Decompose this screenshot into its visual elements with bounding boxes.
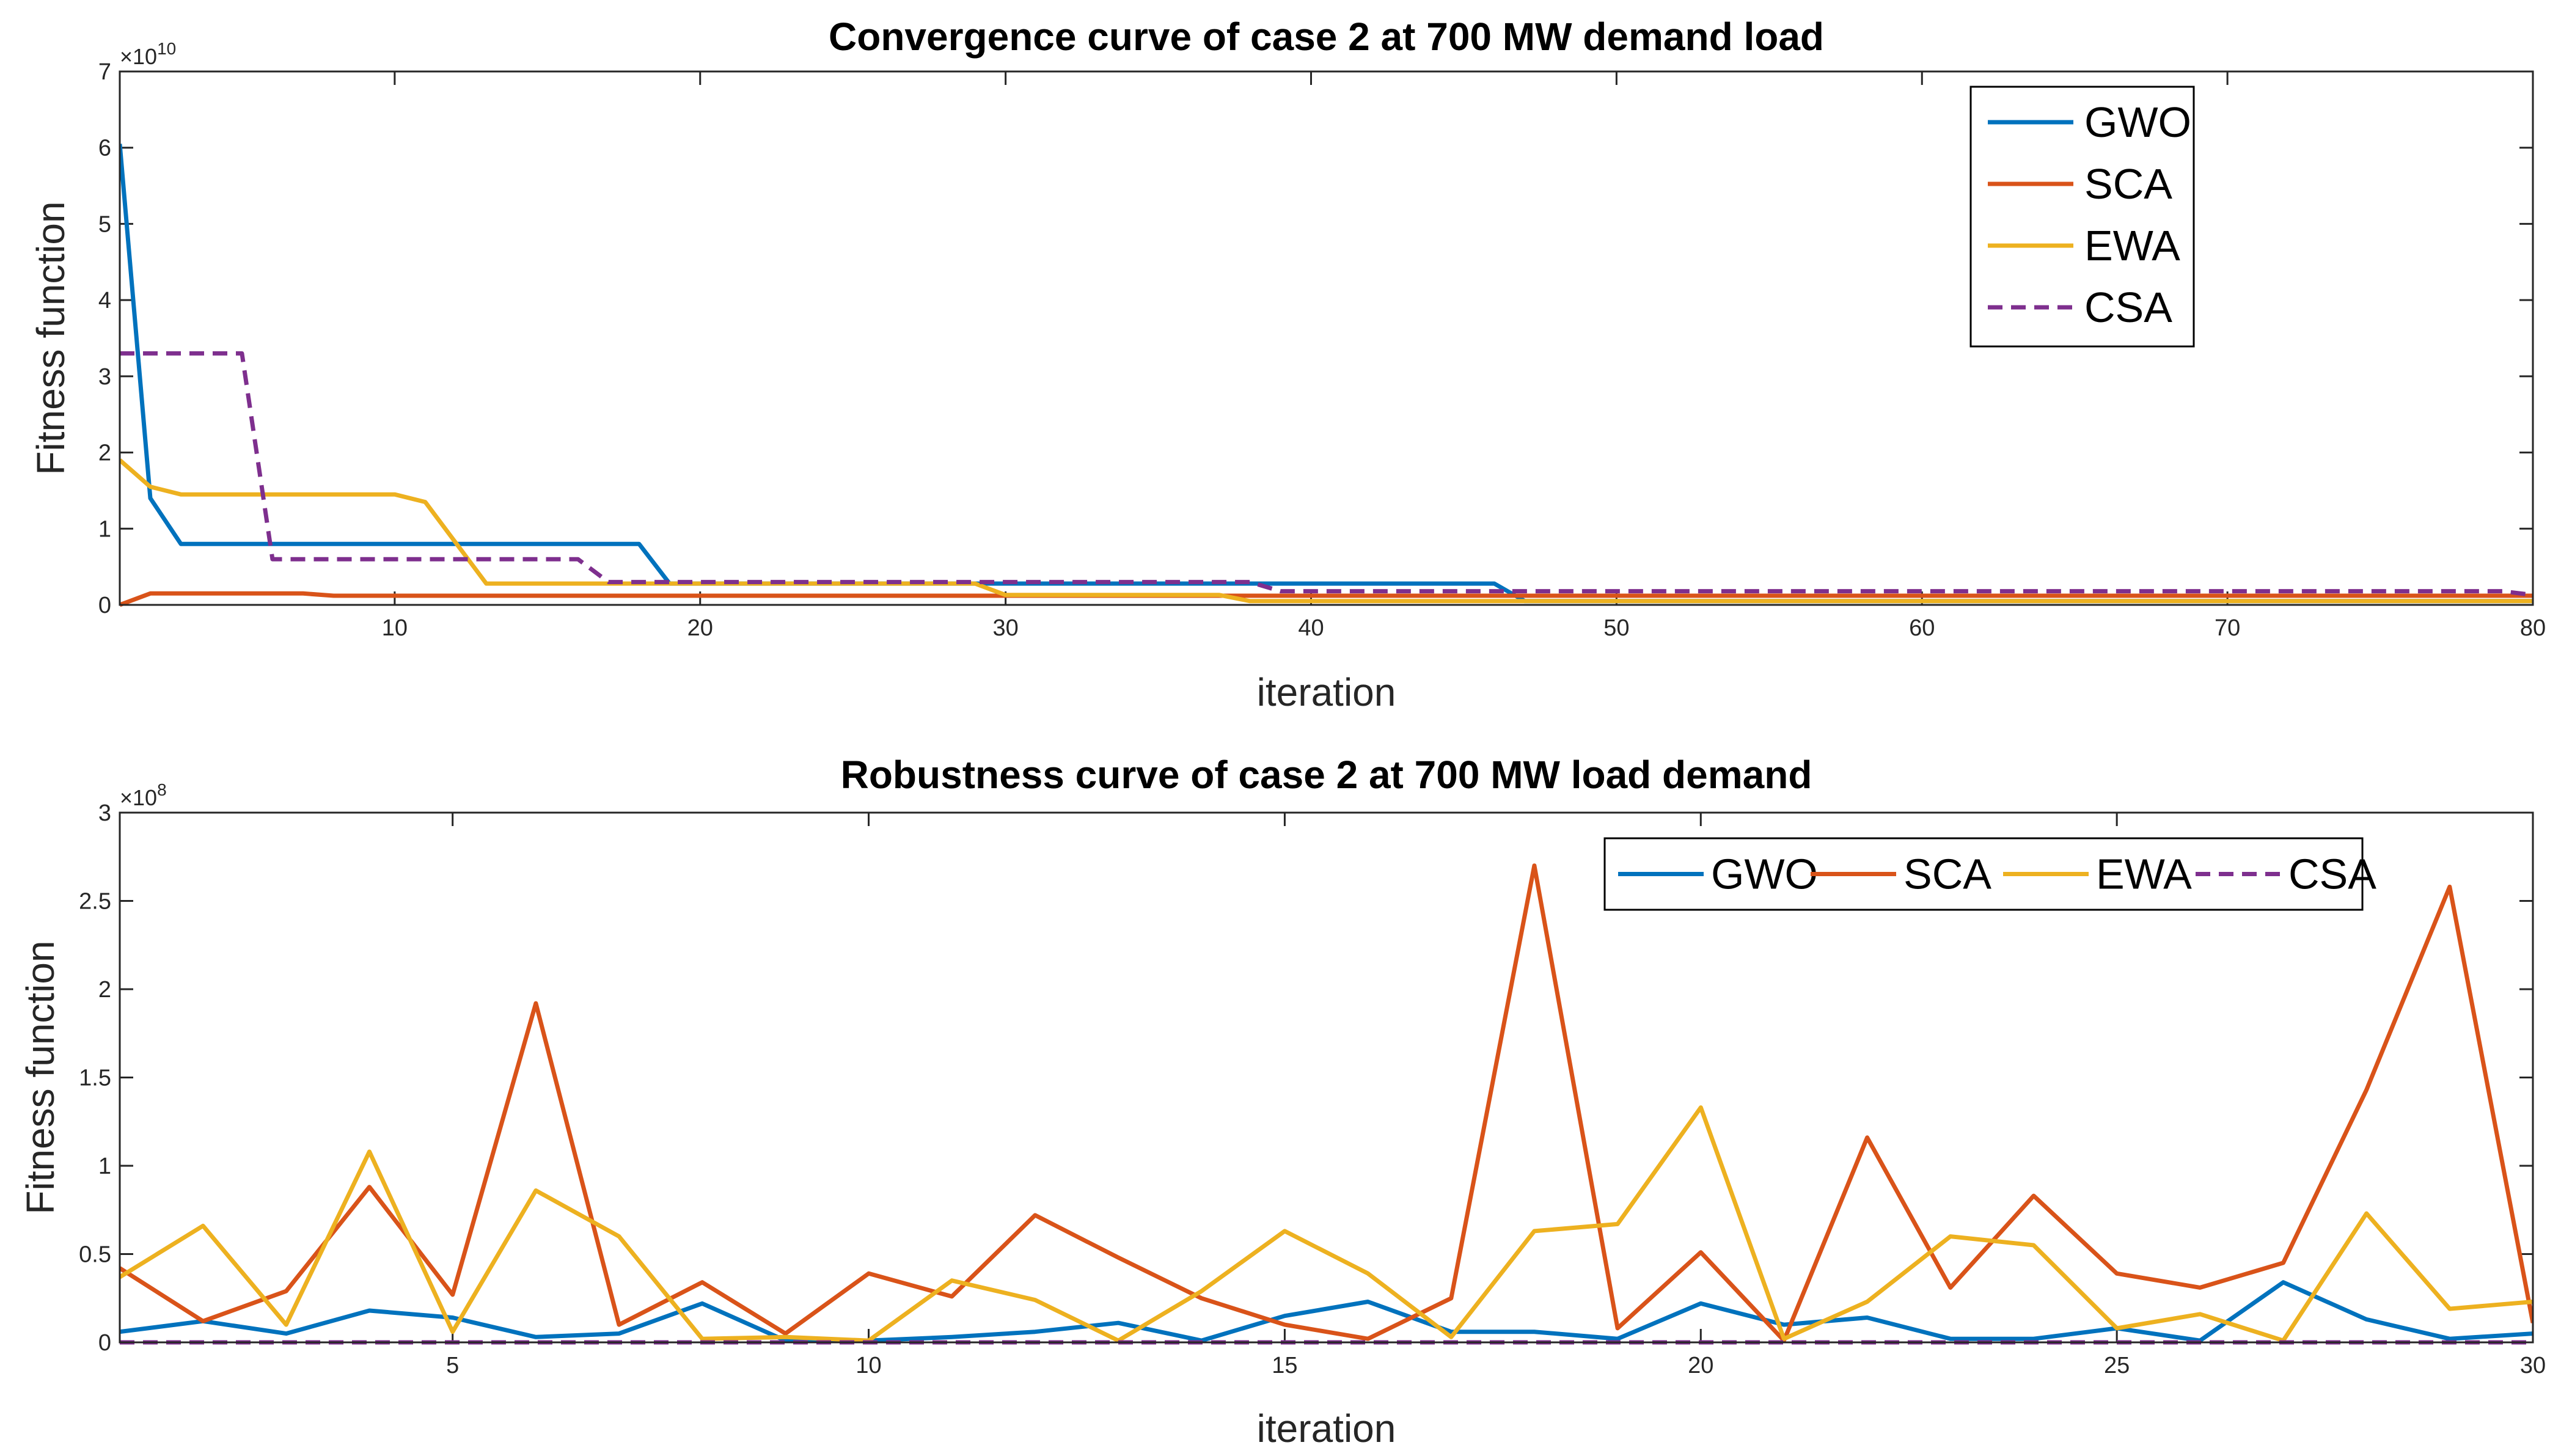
x-tick-label: 5 [446, 1353, 459, 1378]
y-exponent-power: 10 [157, 39, 176, 58]
x-tick-label: 15 [1272, 1353, 1297, 1378]
y-tick-label: 1 [98, 516, 111, 542]
series-line-gwo [120, 1280, 2533, 1343]
y-tick-label: 0 [98, 593, 111, 618]
x-tick-label: 30 [2520, 1353, 2546, 1378]
series-line-sca [120, 863, 2533, 1343]
y-tick-label: 0.5 [79, 1242, 111, 1268]
x-axis-label: iteration [1257, 1407, 1396, 1451]
legend-label-csa: CSA [2084, 284, 2172, 331]
legend-box [1969, 86, 2195, 348]
x-tick-label: 80 [2520, 615, 2546, 641]
y-tick-label: 2.5 [79, 889, 111, 915]
y-tick-label: 3 [98, 364, 111, 390]
y-tick-label: 2 [98, 977, 111, 1003]
y-tick-label: 3 [98, 800, 111, 826]
y-exponent-label: ×1010 [120, 39, 176, 69]
chart-title: Robustness curve of case 2 at 700 MW loa… [841, 753, 1812, 797]
y-tick-label: 1.5 [79, 1066, 111, 1091]
legend: GWO SCA EWA CSA [1603, 837, 2376, 911]
y-tick-label: 4 [98, 288, 111, 313]
y-tick-label: 5 [98, 211, 111, 237]
y-exponent-prefix: ×10 [120, 785, 157, 810]
legend-label-sca: SCA [2084, 160, 2172, 208]
legend-label-csa: CSA [2288, 851, 2376, 898]
axes-box [119, 70, 2534, 606]
series-group [120, 144, 2533, 607]
y-tick-label: 2 [98, 441, 111, 466]
y-exponent-prefix: ×10 [120, 44, 157, 69]
chart-1: Convergence curve of case 2 at 700 MW de… [29, 15, 2546, 714]
legend-box [1603, 837, 2364, 911]
x-tick-label: 30 [992, 615, 1018, 641]
x-tick-label: 40 [1298, 615, 1324, 641]
series-line-ewa [120, 1105, 2533, 1343]
x-tick-label: 50 [1603, 615, 1629, 641]
x-tick-label: 60 [1909, 615, 1935, 641]
chart-2: Robustness curve of case 2 at 700 MW loa… [18, 753, 2546, 1451]
legend-label-gwo: GWO [2084, 98, 2191, 146]
legend-label-gwo: GWO [1711, 851, 1818, 898]
x-axis-label: iteration [1257, 670, 1396, 714]
y-axis-label: Fitness function [18, 940, 62, 1214]
x-tick-label: 25 [2104, 1353, 2130, 1378]
legend-label-ewa: EWA [2096, 851, 2192, 898]
x-tick-label: 70 [2215, 615, 2240, 641]
legend: GWO SCA EWA CSA [1969, 86, 2195, 348]
x-tick-label: 10 [382, 615, 408, 641]
x-tick-label: 20 [687, 615, 713, 641]
series-line-ewa [120, 458, 2533, 604]
x-tick-label: 20 [1688, 1353, 1713, 1378]
y-tick-label: 1 [98, 1154, 111, 1179]
legend-label-sca: SCA [1903, 851, 1991, 898]
y-axis-label: Fitness function [29, 201, 73, 475]
x-tick-label: 10 [855, 1353, 881, 1378]
y-exponent-power: 8 [157, 780, 167, 799]
y-tick-label: 0 [98, 1330, 111, 1356]
y-exponent-label: ×108 [120, 780, 167, 810]
axes-box [119, 811, 2534, 1344]
y-tick-label: 6 [98, 136, 111, 161]
series-line-csa [120, 351, 2533, 598]
chart-title: Convergence curve of case 2 at 700 MW de… [829, 15, 1824, 59]
legend-label-ewa: EWA [2084, 222, 2180, 269]
y-tick-label: 7 [98, 59, 111, 85]
